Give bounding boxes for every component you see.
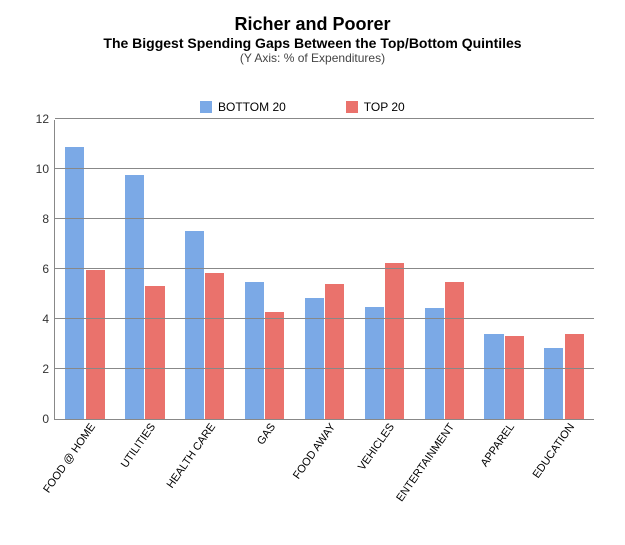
- bar-group: GAS: [235, 120, 295, 419]
- bar-top20: [86, 270, 105, 420]
- x-axis-label: UTILITIES: [119, 421, 158, 470]
- bar-groups: FOOD @ HOMEUTILITIESHEALTH CAREGASFOOD A…: [55, 120, 594, 419]
- y-axis-label: 4: [27, 312, 55, 326]
- chart-titles: Richer and Poorer The Biggest Spending G…: [18, 14, 607, 65]
- legend-swatch-bottom20: [200, 101, 212, 113]
- bar-bottom20: [185, 231, 204, 419]
- y-axis-label: 6: [27, 262, 55, 276]
- bar-group: APPAREL: [474, 120, 534, 419]
- bar-group: EDUCATION: [534, 120, 594, 419]
- bar-group: VEHICLES: [354, 120, 414, 419]
- bar-top20: [325, 284, 344, 419]
- bar-bottom20: [245, 282, 264, 419]
- bar-bottom20: [544, 348, 563, 419]
- x-axis-label: GAS: [255, 421, 278, 447]
- legend-item-top20: TOP 20: [346, 100, 405, 114]
- y-axis-label: 0: [27, 412, 55, 426]
- bar-top20: [145, 286, 164, 419]
- bar-group: FOOD AWAY: [295, 120, 355, 419]
- gridline: [55, 118, 594, 119]
- x-axis-label: FOOD AWAY: [290, 421, 337, 481]
- bar-group: UTILITIES: [115, 120, 175, 419]
- gridline: [55, 268, 594, 269]
- legend-item-bottom20: BOTTOM 20: [200, 100, 286, 114]
- bar-top20: [565, 334, 584, 419]
- legend-label-bottom20: BOTTOM 20: [218, 100, 286, 114]
- bar-group: ENTERTAINMENT: [414, 120, 474, 419]
- y-axis-label: 8: [27, 212, 55, 226]
- gridline: [55, 168, 594, 169]
- y-axis-label: 2: [27, 362, 55, 376]
- bar-top20: [205, 273, 224, 419]
- bar-top20: [445, 282, 464, 419]
- bar-bottom20: [365, 307, 384, 419]
- bar-top20: [265, 312, 284, 419]
- gridline: [55, 368, 594, 369]
- bar-bottom20: [484, 334, 503, 419]
- legend-label-top20: TOP 20: [364, 100, 405, 114]
- x-axis-label: HEALTH CARE: [164, 421, 218, 490]
- spending-gaps-chart: Richer and Poorer The Biggest Spending G…: [0, 0, 625, 545]
- chart-axis-note: (Y Axis: % of Expenditures): [18, 51, 607, 65]
- bar-bottom20: [125, 175, 144, 419]
- plot-area: FOOD @ HOMEUTILITIESHEALTH CAREGASFOOD A…: [54, 120, 594, 420]
- x-axis-label: VEHICLES: [356, 421, 397, 472]
- x-axis-label: APPAREL: [479, 421, 517, 469]
- x-axis-label: FOOD @ HOME: [41, 421, 98, 495]
- x-axis-label: ENTERTAINMENT: [395, 421, 458, 504]
- bar-bottom20: [425, 308, 444, 419]
- chart-subtitle: The Biggest Spending Gaps Between the To…: [18, 35, 607, 51]
- gridline: [55, 218, 594, 219]
- legend-swatch-top20: [346, 101, 358, 113]
- bar-bottom20: [305, 298, 324, 419]
- y-axis-label: 10: [27, 162, 55, 176]
- x-axis-label: EDUCATION: [531, 421, 578, 480]
- bar-bottom20: [65, 147, 84, 419]
- bar-group: HEALTH CARE: [175, 120, 235, 419]
- bar-top20: [385, 263, 404, 419]
- bar-group: FOOD @ HOME: [55, 120, 115, 419]
- chart-legend: BOTTOM 20 TOP 20: [200, 100, 405, 114]
- chart-title: Richer and Poorer: [18, 14, 607, 35]
- y-axis-label: 12: [27, 112, 55, 126]
- bar-top20: [505, 336, 524, 419]
- gridline: [55, 318, 594, 319]
